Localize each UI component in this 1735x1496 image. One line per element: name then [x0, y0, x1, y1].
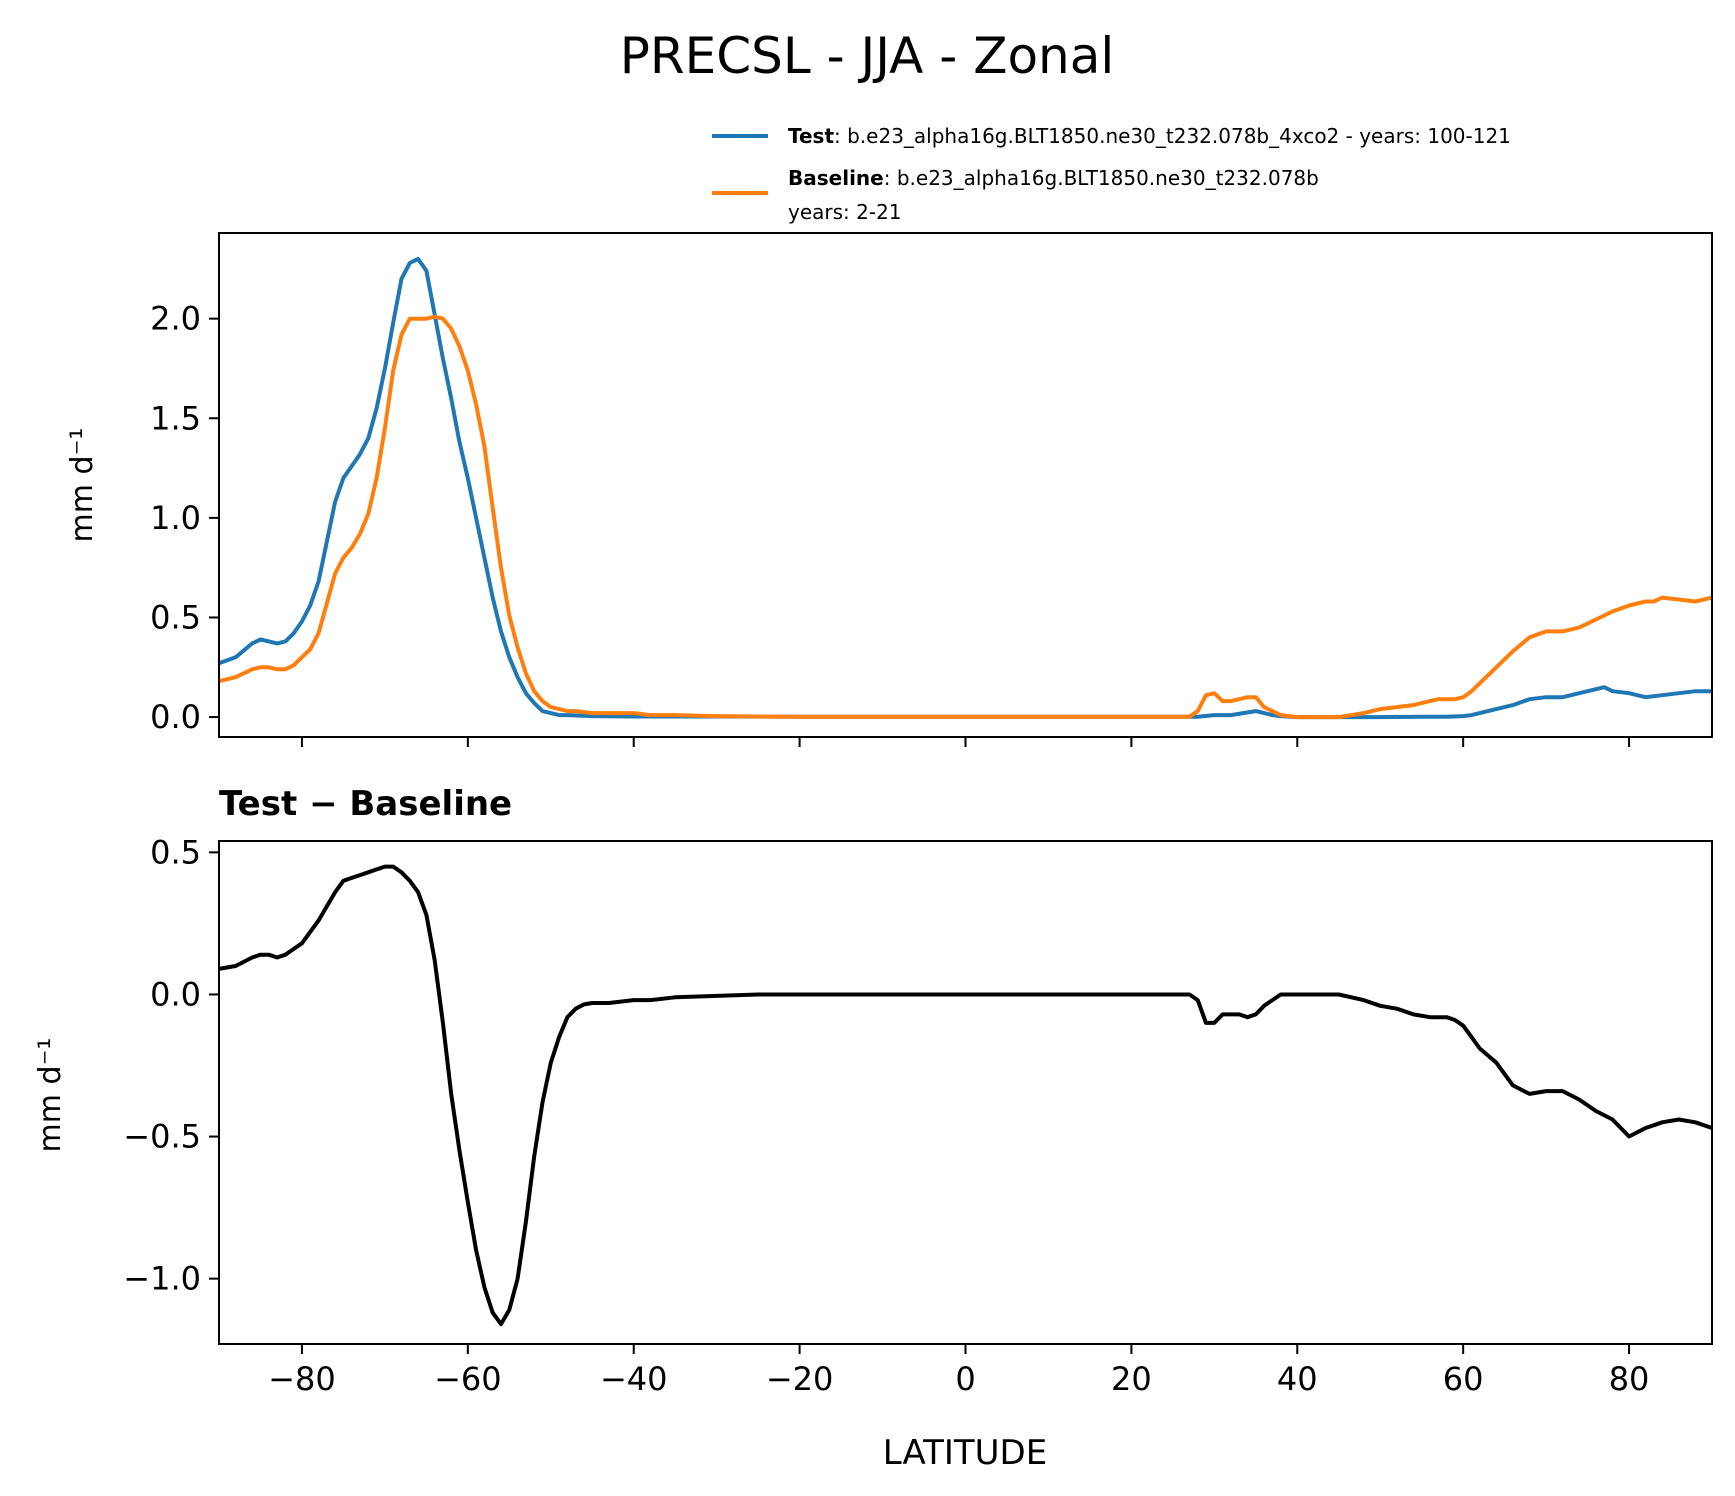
legend-baseline-years: years: 2-21 — [788, 200, 902, 224]
xtick-label: 80 — [1609, 1360, 1650, 1398]
xtick-label: −60 — [434, 1360, 502, 1398]
top-axes-frame — [218, 232, 1713, 738]
xtick-label: −80 — [268, 1360, 336, 1398]
bottom-xlabel: LATITUDE — [883, 1433, 1047, 1473]
xtick-label: 20 — [1111, 1360, 1152, 1398]
bottom-ylabel: mm d⁻¹ — [33, 1038, 68, 1153]
top-ylabel: mm d⁻¹ — [65, 428, 100, 543]
legend-baseline-name: Baseline — [788, 166, 884, 190]
test-series-line — [218, 256, 1712, 720]
legend: Test: b.e23_alpha16g.BLT1850.ne30_t232.0… — [712, 124, 1511, 224]
xtick-label: −20 — [766, 1360, 834, 1398]
xtick-label: −40 — [600, 1360, 668, 1398]
ytick-label: 0.5 — [150, 833, 201, 871]
ytick-label: −1.0 — [123, 1260, 201, 1298]
ytick-label: 0.0 — [150, 698, 201, 736]
ytick-label: −0.5 — [123, 1118, 201, 1156]
ytick-label: 2.0 — [150, 300, 201, 338]
figure-title: PRECSL - JJA - Zonal — [620, 27, 1115, 85]
bottom-series — [218, 864, 1713, 1327]
top-panel: mm d⁻¹ 0.0 0.5 1.0 1.5 2.0 — [65, 232, 1713, 747]
xtick-label: 0 — [955, 1360, 975, 1398]
bottom-ticks: −1.0 −0.5 0.0 0.5 −80 −60 −40 −20 0 20 40 60 80 — [123, 833, 1649, 1398]
top-ticks: 0.0 0.5 1.0 1.5 2.0 — [150, 300, 1631, 747]
legend-test-name: Test — [788, 124, 834, 148]
ytick-label: 0.0 — [150, 975, 201, 1013]
bottom-panel-title: Test − Baseline — [219, 784, 512, 824]
baseline-series-line — [218, 314, 1713, 720]
difference-series-line — [218, 864, 1713, 1327]
ytick-label: 1.0 — [150, 499, 201, 537]
legend-baseline-desc: : b.e23_alpha16g.BLT1850.ne30_t232.078b — [884, 166, 1319, 190]
xtick-label: 40 — [1277, 1360, 1318, 1398]
legend-test-desc: : b.e23_alpha16g.BLT1850.ne30_t232.078b_… — [834, 124, 1511, 148]
top-series — [218, 256, 1713, 720]
ytick-label: 0.5 — [150, 598, 201, 636]
svg-text:Baseline: b.e23_alpha16g.BLT18: Baseline: b.e23_alpha16g.BLT1850.ne30_t2… — [788, 166, 1319, 190]
ytick-label: 1.5 — [150, 399, 201, 437]
xtick-label: 60 — [1443, 1360, 1484, 1398]
svg-text:Test: b.e23_alpha16g.BLT1850.n: Test: b.e23_alpha16g.BLT1850.ne30_t232.0… — [788, 124, 1511, 148]
bottom-axes-frame — [218, 840, 1713, 1345]
bottom-panel: Test − Baseline mm d⁻¹ −1.0 −0.5 0.0 0.5 −80… — [33, 784, 1713, 1473]
